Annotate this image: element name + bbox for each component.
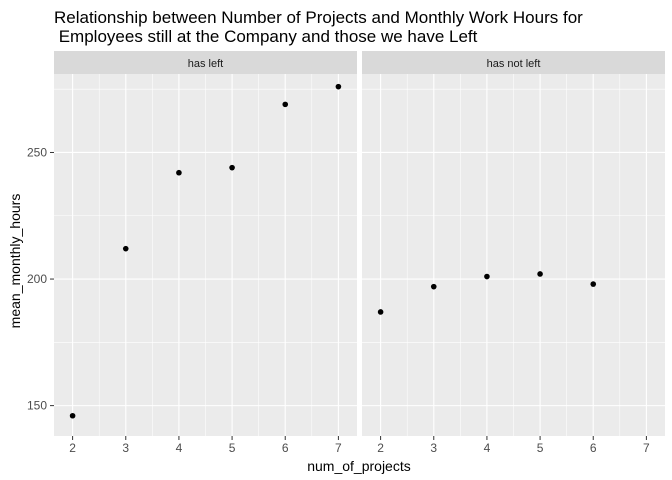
x-tick-label: 5 — [229, 441, 236, 455]
y-axis-title: mean_monthly_hours — [7, 194, 23, 329]
data-point — [537, 271, 543, 277]
chart-title-line-1: Relationship between Number of Projects … — [54, 8, 583, 27]
x-tick-label: 7 — [643, 441, 650, 455]
x-tick-label: 2 — [69, 441, 76, 455]
facet-strip-label: has left — [188, 58, 223, 70]
x-tick-label: 5 — [537, 441, 544, 455]
y-tick-label: 150 — [27, 399, 47, 413]
facet-strip — [362, 51, 665, 74]
y-tick-label: 250 — [27, 145, 47, 159]
data-point — [590, 281, 597, 287]
data-point — [430, 283, 437, 290]
data-point — [122, 245, 129, 252]
facet-strip — [54, 51, 357, 74]
x-tick-label: 4 — [484, 441, 491, 455]
x-tick-label: 7 — [335, 441, 342, 455]
data-point — [229, 164, 235, 171]
x-tick-label: 6 — [282, 441, 289, 455]
data-point — [176, 169, 182, 176]
plot-area: 150 200 250 has left 2 3 4 5 6 7 has not left 2 3 4 5 6… — [27, 51, 665, 455]
x-axis-title: num_of_projects — [307, 458, 411, 474]
data-point — [69, 412, 76, 419]
x-tick-label: 6 — [590, 441, 597, 455]
facet-strip-label: has not left — [487, 58, 541, 70]
x-tick-label: 3 — [430, 441, 437, 455]
chart-title-line-2: Employees still at the Company and those… — [54, 27, 478, 46]
data-point — [335, 83, 342, 90]
y-tick-label: 200 — [27, 272, 47, 286]
x-tick-label: 2 — [377, 441, 384, 455]
data-point — [377, 309, 384, 315]
data-point — [282, 101, 289, 108]
x-tick-label: 3 — [122, 441, 129, 455]
data-point — [484, 273, 490, 280]
x-tick-label: 4 — [176, 441, 183, 455]
